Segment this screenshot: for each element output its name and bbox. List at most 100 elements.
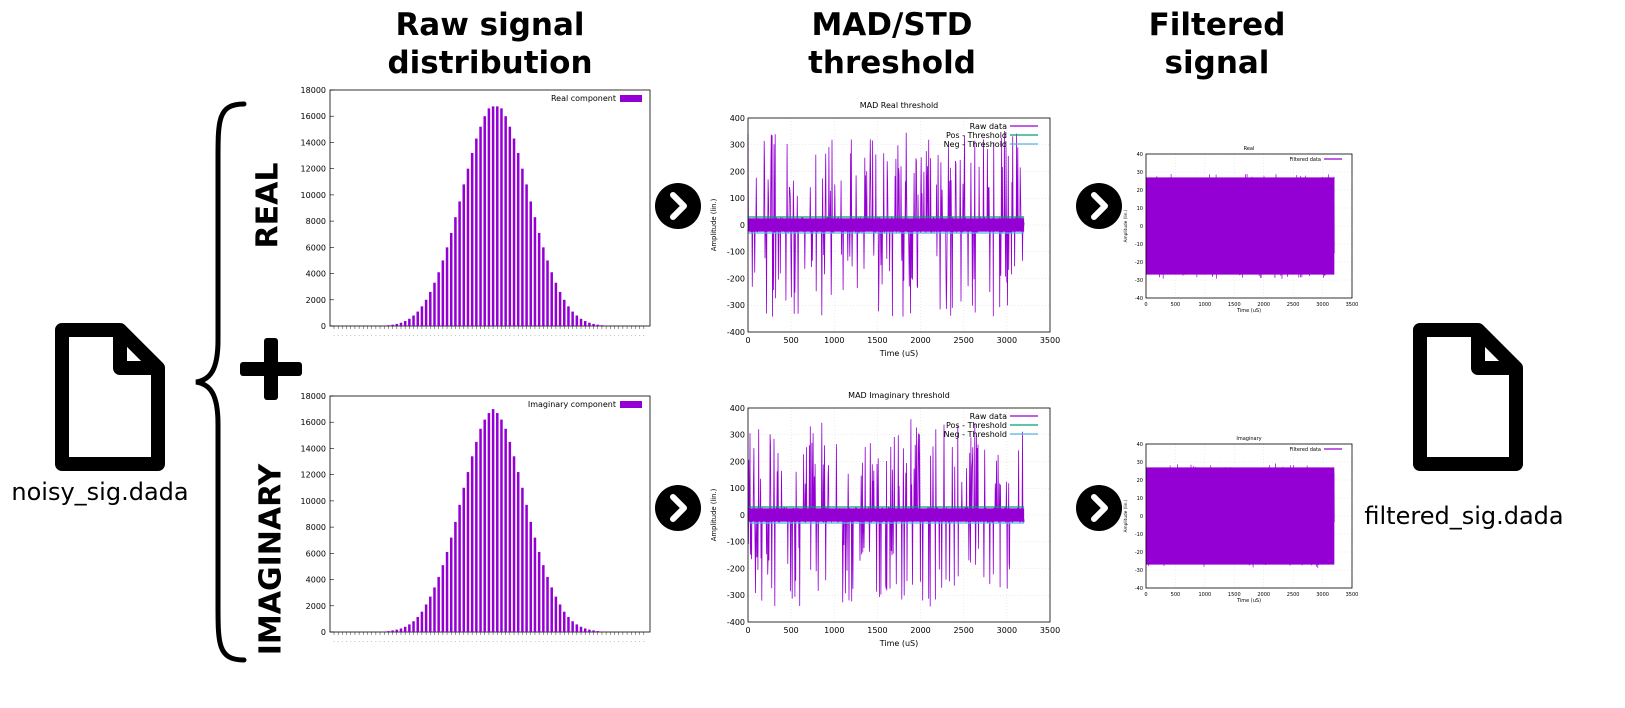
y-tick-label: -30: [1135, 568, 1143, 574]
x-tick-label: -: [559, 639, 561, 643]
y-tick-label: -100: [727, 538, 745, 547]
legend-label: Pos - Threshold: [946, 131, 1007, 140]
x-tick-label: -: [358, 333, 360, 337]
y-tick-label: -100: [727, 248, 745, 257]
x-tick-label: -: [455, 333, 457, 337]
x-tick-label: -: [363, 333, 365, 337]
bar: [496, 413, 499, 632]
legend-label: Raw data: [970, 122, 1007, 131]
bar: [403, 626, 407, 632]
x-tick-label: -: [438, 333, 440, 337]
bar: [437, 576, 440, 632]
heading-text: signal: [1164, 45, 1270, 81]
bar: [525, 504, 528, 632]
raw-distribution-heading: Raw signal distribution: [340, 6, 640, 82]
bar: [412, 621, 415, 632]
x-tick-label: -: [639, 333, 641, 337]
legend-label: Filtered data: [1290, 447, 1321, 453]
x-tick-label: -: [585, 333, 587, 337]
y-tick-label: 12000: [301, 471, 326, 480]
x-tick-label: -: [392, 639, 394, 643]
x-tick-label: -: [597, 639, 599, 643]
x-tick-label: -: [572, 639, 574, 643]
chart-title: Imaginary: [1236, 436, 1261, 442]
y-tick-label: 30: [1137, 460, 1143, 466]
x-tick-label: -: [505, 639, 507, 643]
x-tick-label: -: [643, 333, 645, 337]
y-tick-label: 16000: [301, 418, 326, 427]
x-tick-label: -: [589, 333, 591, 337]
x-axis-label: Time (uS): [1236, 308, 1261, 314]
legend-label: Neg - Threshold: [944, 140, 1007, 149]
bar: [395, 629, 399, 632]
x-tick-label: 2000: [910, 336, 930, 345]
arrow-right-circle-icon: [655, 485, 701, 531]
x-tick-label: 500: [1171, 302, 1181, 308]
x-tick-label: -: [396, 333, 398, 337]
bar: [483, 116, 486, 326]
x-tick-label: -: [442, 639, 444, 643]
y-tick-label: 0: [740, 511, 745, 520]
x-tick-label: -: [342, 639, 344, 643]
x-tick-label: -: [580, 333, 582, 337]
x-tick-label: -: [543, 639, 545, 643]
x-tick-label: 500: [1171, 592, 1181, 598]
row-label-imaginary: IMAGINARY: [253, 463, 289, 656]
bar: [491, 409, 495, 632]
x-tick-label: -: [417, 639, 419, 643]
heading-line: Raw signal distribution: [340, 6, 640, 82]
y-tick-label: 0: [740, 221, 745, 230]
x-tick-label: -: [430, 333, 432, 337]
threshold-heading: MAD/STD threshold: [742, 6, 1042, 82]
x-tick-label: -: [484, 333, 486, 337]
data-band: [748, 218, 1025, 232]
x-tick-label: -: [451, 639, 453, 643]
histogram-imaginary-chart: 0 2000 4000 6000 8000 10000 12000 14000 16000 180…: [301, 392, 651, 643]
y-tick-label: 2000: [306, 296, 326, 305]
x-tick-label: 2000: [910, 626, 930, 635]
x-tick-label: 3500: [1346, 302, 1359, 308]
bar: [454, 217, 457, 326]
bar: [445, 247, 449, 326]
bar: [596, 324, 600, 326]
x-tick-label: -: [367, 333, 369, 337]
x-tick-label: -: [551, 333, 553, 337]
x-tick-label: 0: [745, 626, 750, 635]
x-tick-label: 2000: [1257, 302, 1270, 308]
x-tick-label: 0: [1144, 302, 1147, 308]
x-tick-label: -: [375, 639, 377, 643]
x-tick-label: -: [379, 333, 381, 337]
y-tick-label: 100: [730, 484, 745, 493]
x-tick-label: -: [518, 639, 520, 643]
bar: [504, 116, 507, 326]
x-tick-label: 1000: [1198, 592, 1211, 598]
x-tick-label: -: [367, 639, 369, 643]
bar: [516, 152, 520, 326]
x-tick-label: -: [405, 333, 407, 337]
y-axis-label: Amplitude (lin.): [710, 198, 718, 251]
y-tick-label: 10: [1137, 206, 1143, 212]
x-tick-label: -: [350, 333, 352, 337]
arrow-right-circle-icon: [655, 183, 701, 229]
y-tick-label: 400: [730, 114, 745, 123]
x-tick-label: -: [518, 333, 520, 337]
x-axis-label: Time (uS): [879, 639, 919, 648]
bar: [387, 325, 390, 326]
bar: [563, 299, 566, 326]
x-tick-label: -: [388, 639, 390, 643]
y-tick-label: 14000: [301, 138, 326, 147]
x-tick-label: -: [564, 333, 566, 337]
y-tick-label: 20: [1137, 478, 1143, 484]
bar: [470, 152, 474, 326]
x-tick-label: 1500: [1228, 302, 1241, 308]
y-tick-label: 0: [321, 628, 326, 637]
x-tick-label: -: [363, 639, 365, 643]
y-tick-label: -30: [1135, 278, 1143, 284]
x-tick-label: 3000: [997, 336, 1017, 345]
x-tick-label: -: [392, 333, 394, 337]
heading-text: Raw signal: [395, 7, 585, 43]
y-tick-label: 6000: [306, 243, 326, 252]
bar: [558, 604, 562, 632]
bar: [433, 282, 436, 326]
x-tick-label: -: [543, 333, 545, 337]
